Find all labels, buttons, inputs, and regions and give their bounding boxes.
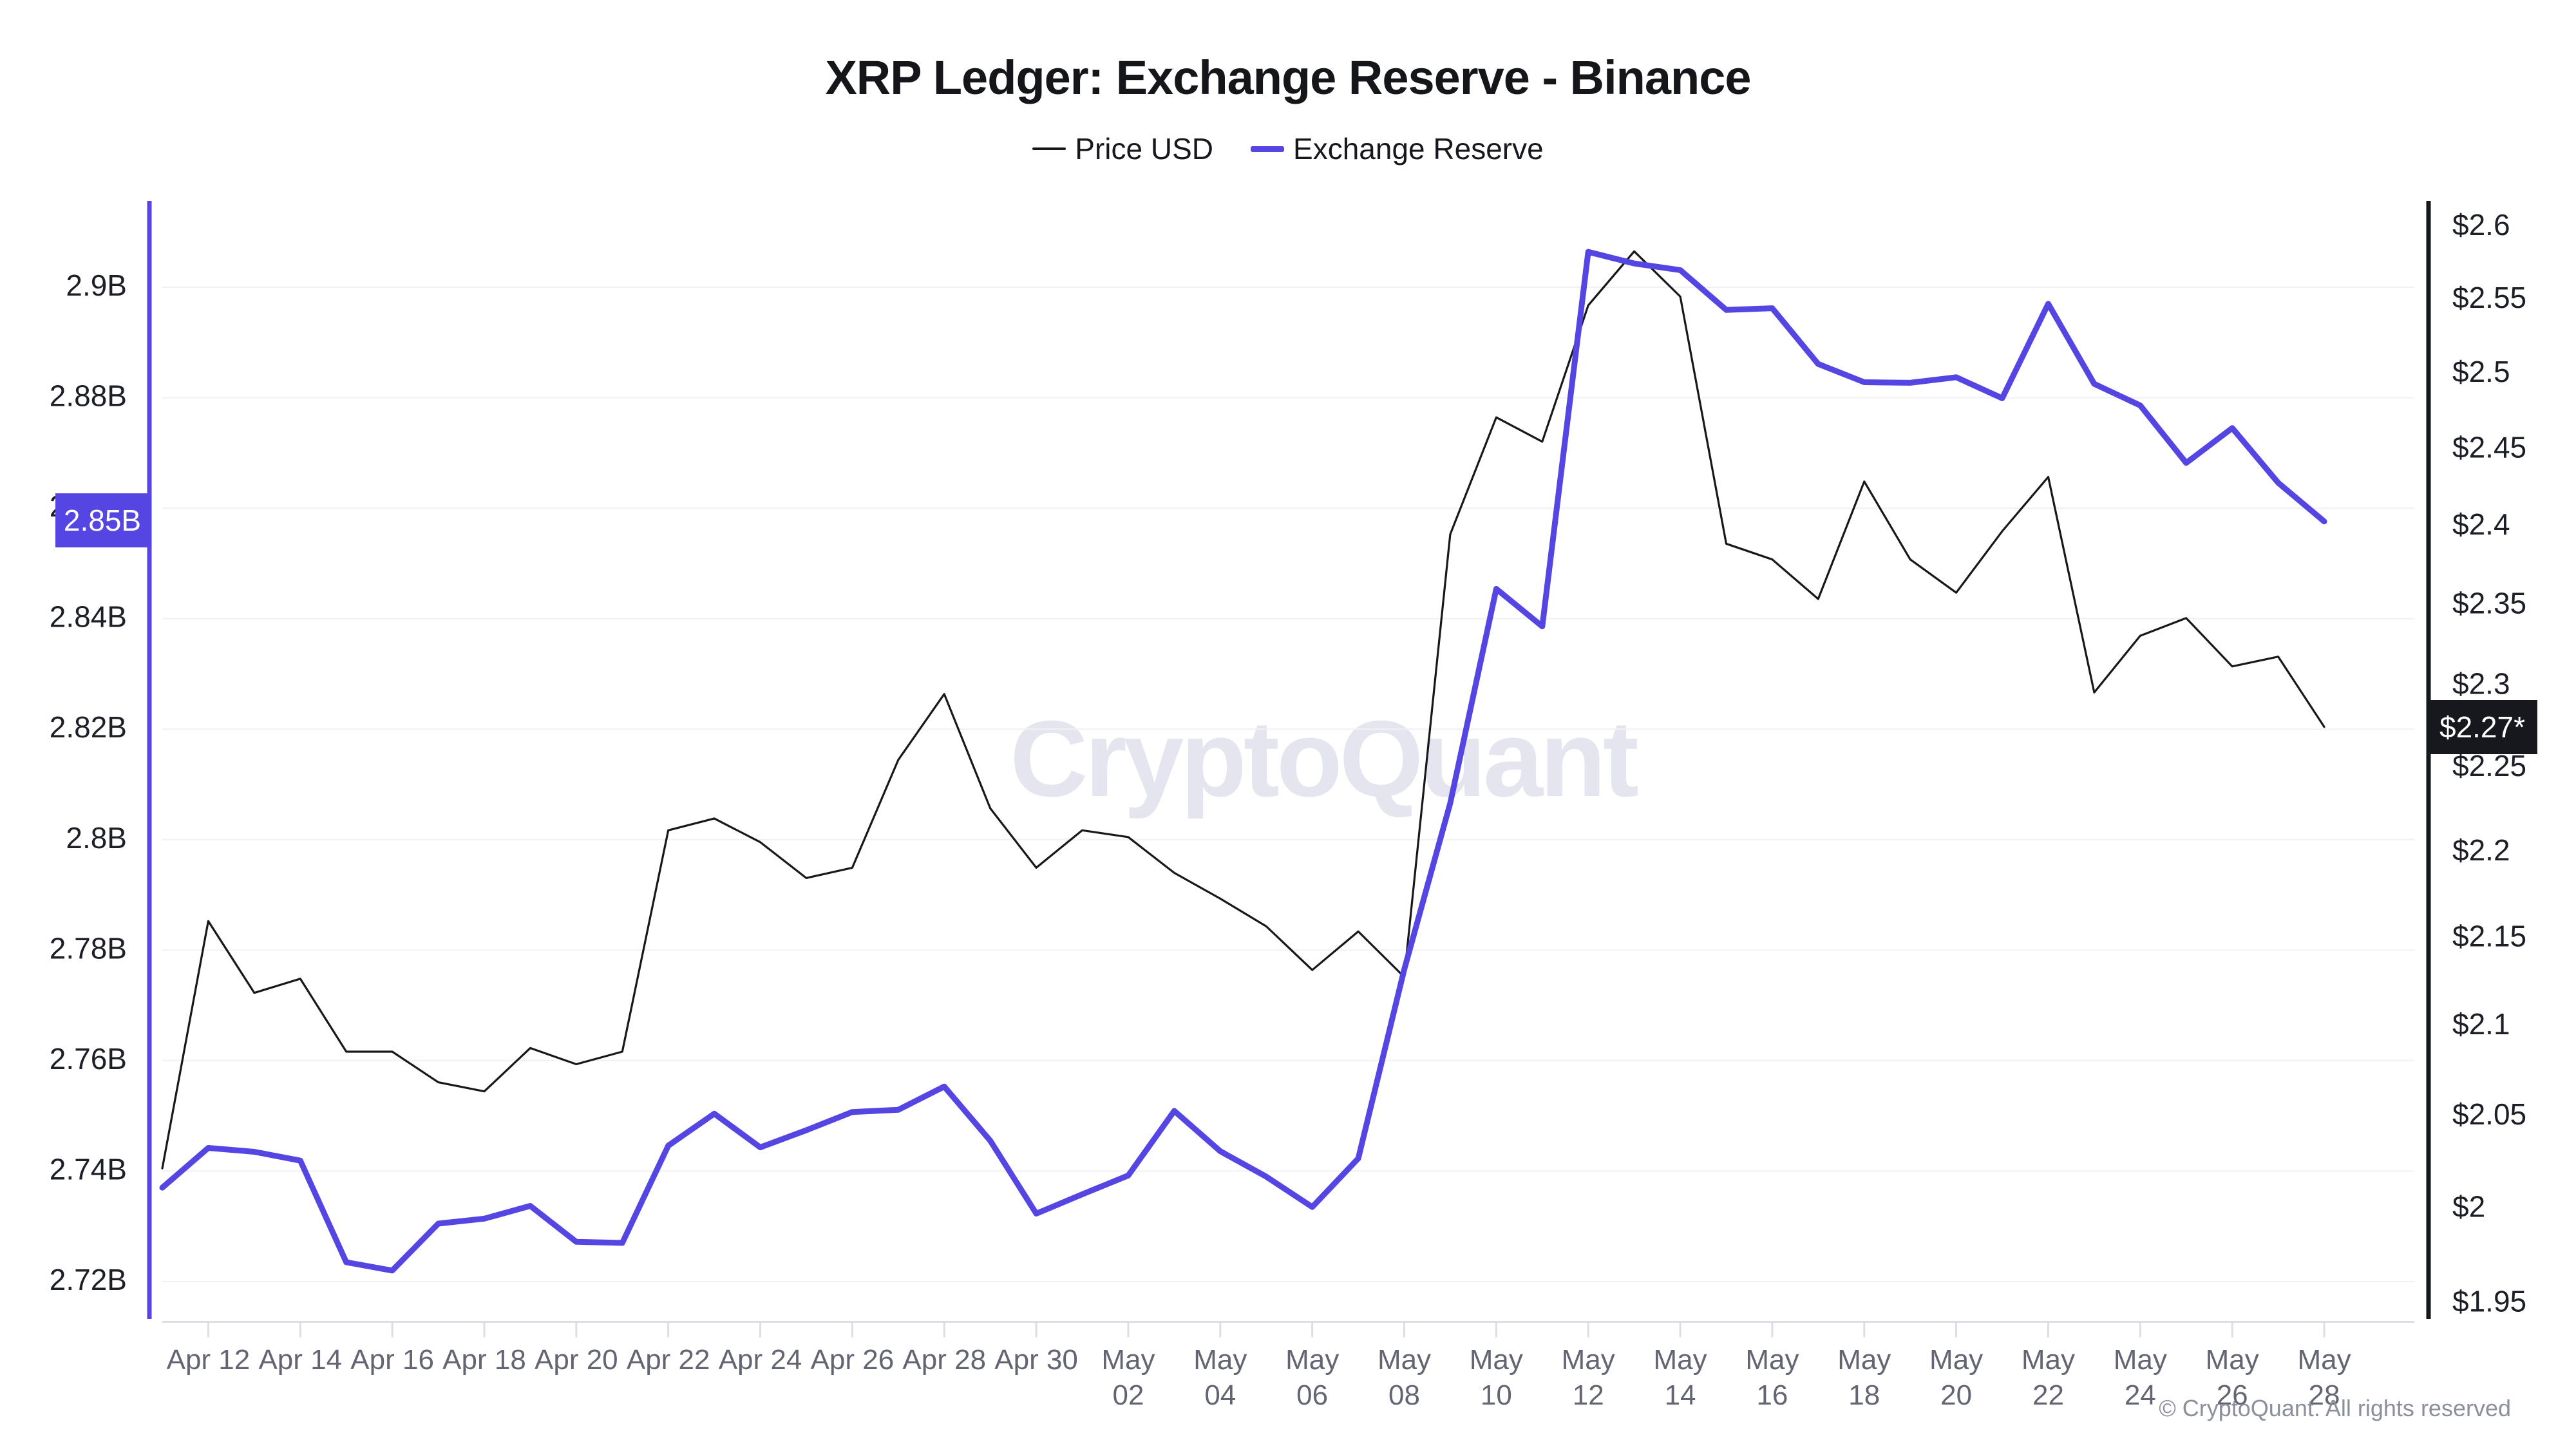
legend-label-price: Price USD <box>1075 132 1214 166</box>
x-axis-date-label: Apr 24 <box>719 1344 802 1376</box>
legend-item-price[interactable]: Price USD <box>1032 131 1213 166</box>
x-axis-date-label: May 08 <box>1378 1344 1431 1411</box>
x-axis-date-label: May 02 <box>1101 1344 1155 1411</box>
x-axis-date-label: May 24 <box>2114 1344 2167 1411</box>
x-axis-date-label: May 16 <box>1745 1344 1799 1411</box>
x-axis-date-label: Apr 26 <box>811 1344 895 1376</box>
reserve-series-line <box>159 249 2327 1274</box>
x-axis-date-label: May 04 <box>1193 1344 1247 1411</box>
left-axis-label: 2.84B <box>50 600 127 634</box>
x-axis-date-label: Apr 28 <box>902 1344 986 1376</box>
x-axis-date-label: Apr 12 <box>167 1344 251 1376</box>
right-axis-label: $2.15 <box>2452 919 2526 952</box>
copyright-notice: © CryptoQuant. All rights reserved <box>2159 1395 2511 1421</box>
x-axis-date-label: Apr 14 <box>258 1344 342 1376</box>
right-axis-label: $2.4 <box>2452 507 2510 541</box>
price-current-value-badge: $2.27* <box>2427 700 2537 754</box>
right-axis-label: $2.25 <box>2452 749 2526 782</box>
x-axis-date-label: May 06 <box>1285 1344 1339 1411</box>
left-axis-label: 2.78B <box>50 931 127 965</box>
left-axis-label: 2.76B <box>50 1042 127 1075</box>
x-axis-date-label: May 26 <box>2206 1344 2259 1411</box>
left-axis-label: 2.8B <box>66 821 127 855</box>
legend-label-reserve: Exchange Reserve <box>1293 132 1544 166</box>
price-series-line <box>161 250 2325 1170</box>
x-axis-date-label: Apr 30 <box>994 1344 1078 1376</box>
left-axis-label: 2.9B <box>66 269 127 302</box>
right-axis-label: $2.45 <box>2452 430 2526 464</box>
x-axis-date-label: May 18 <box>1837 1344 1891 1411</box>
cryptoquant-watermark: CryptoQuant <box>1010 698 1639 819</box>
legend: Price USD Exchange Reserve <box>0 126 2576 171</box>
x-axis-date-label: May 20 <box>1929 1344 1983 1411</box>
x-axis-date-label: May 10 <box>1470 1344 1523 1411</box>
x-axis-date-label: Apr 20 <box>535 1344 618 1376</box>
reserve-current-value-badge: 2.85B <box>55 493 149 547</box>
right-axis-label: $2.35 <box>2452 587 2526 620</box>
right-axis-label: $2.55 <box>2452 281 2526 314</box>
legend-item-reserve[interactable]: Exchange Reserve <box>1251 131 1544 166</box>
x-axis-date-label: May 12 <box>1562 1344 1615 1411</box>
right-axis-label: $2.6 <box>2452 208 2510 242</box>
price-line-swatch <box>1032 147 1066 150</box>
x-axis-date-label: May 14 <box>1653 1344 1707 1411</box>
x-axis-date-label: Apr 22 <box>627 1344 710 1376</box>
left-axis-label: 2.88B <box>50 379 127 413</box>
right-axis-label: $2.1 <box>2452 1007 2510 1041</box>
right-axis-label: $2 <box>2452 1190 2485 1224</box>
chart-title: XRP Ledger: Exchange Reserve - Binance <box>825 51 1751 104</box>
right-axis-label: $2.3 <box>2452 667 2510 701</box>
left-axis-label: 2.72B <box>50 1263 127 1296</box>
reserve-line-swatch <box>1251 146 1285 152</box>
right-axis-label: $2.5 <box>2452 355 2510 388</box>
x-axis-date-label: Apr 18 <box>442 1344 526 1376</box>
x-axis-date-label: Apr 16 <box>350 1344 434 1376</box>
left-axis-label: 2.74B <box>50 1152 127 1186</box>
right-axis-label: $2.2 <box>2452 833 2510 867</box>
x-axis-date-label: May 22 <box>2022 1344 2075 1411</box>
right-axis-label: $1.95 <box>2452 1285 2526 1318</box>
x-axis-date-label: May 28 <box>2297 1344 2351 1411</box>
right-axis-label: $2.05 <box>2452 1097 2526 1131</box>
left-axis-label: 2.82B <box>50 710 127 744</box>
